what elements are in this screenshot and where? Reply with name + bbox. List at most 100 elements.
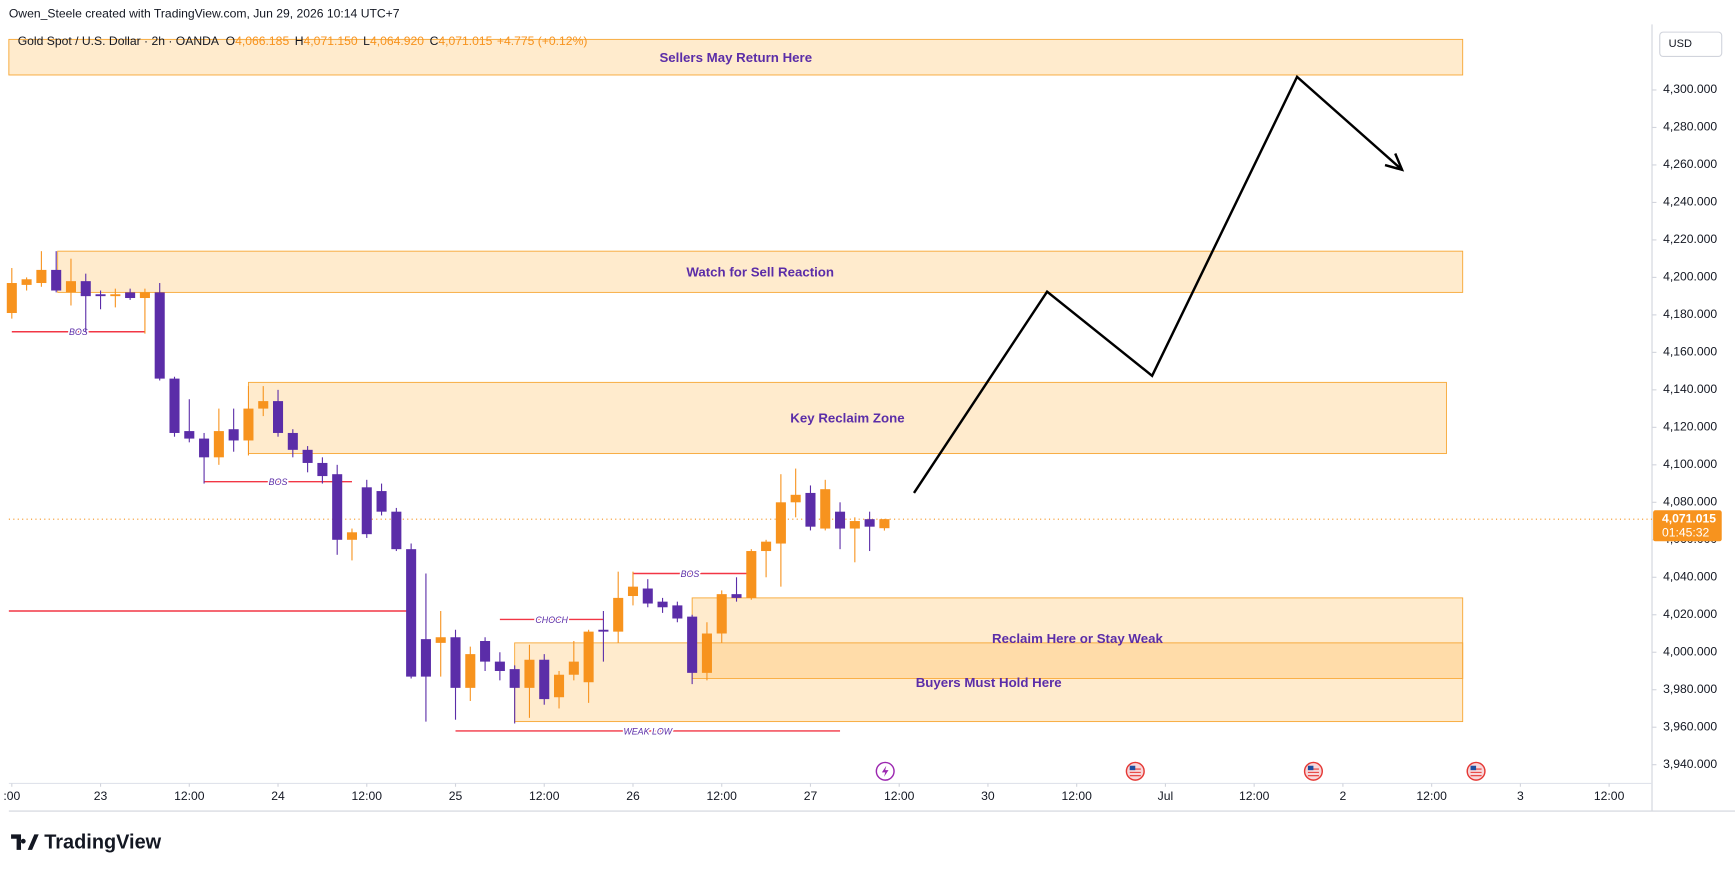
candle-body — [332, 474, 343, 540]
y-tick-label: 4,080.000 — [1663, 495, 1717, 509]
candle-body — [539, 659, 550, 700]
level-label: BOS — [681, 569, 700, 579]
currency: USD — [1669, 38, 1692, 50]
x-tick-label: 12:00 — [1594, 789, 1625, 803]
zone-label: Sellers May Return Here — [659, 50, 812, 65]
candle-body — [524, 659, 535, 688]
zone — [691, 597, 1464, 679]
y-tick-label: 3,940.000 — [1663, 757, 1717, 771]
projection-path — [912, 74, 1403, 494]
projection-arrowhead — [1384, 153, 1405, 172]
candle-body — [110, 294, 121, 297]
ohlc-key: O — [226, 34, 235, 48]
candle-body — [672, 605, 683, 619]
x-tick-label: Jul — [1158, 789, 1174, 803]
legend: Gold Spot / U.S. Dollar · 2h · OANDA O4,0… — [18, 34, 588, 48]
candle-body — [465, 654, 476, 688]
y-tick-label: 4,180.000 — [1663, 307, 1717, 321]
level-label: CHOCH — [535, 615, 568, 625]
y-tick-label: 4,120.000 — [1663, 420, 1717, 434]
x-tick-label: 24 — [271, 789, 285, 803]
candle-body — [835, 511, 846, 529]
candle-body — [849, 521, 860, 529]
x-tick-label: :00 — [3, 789, 20, 803]
level-label: BOS — [269, 477, 288, 487]
y-tick-label: 4,200.000 — [1663, 270, 1717, 284]
candle-body — [613, 597, 624, 632]
event-icon[interactable] — [1303, 761, 1323, 781]
x-tick-label: 12:00 — [1061, 789, 1092, 803]
x-tick-label: 12:00 — [174, 789, 205, 803]
candle-body — [125, 292, 136, 299]
y-tick-label: 4,100.000 — [1663, 457, 1717, 471]
x-tick-label: 26 — [626, 789, 640, 803]
ohlc-value: 4,066.185 — [235, 34, 289, 48]
x-tick-label: 27 — [804, 789, 818, 803]
x-tick-label: 30 — [981, 789, 995, 803]
ohlc-value: 4,071.015 — [438, 34, 492, 48]
candle-body — [361, 487, 372, 535]
candle-body — [509, 669, 520, 688]
last-price-box — [1653, 510, 1722, 542]
y-tick-label: 4,000.000 — [1663, 644, 1717, 658]
candle-body — [154, 292, 165, 379]
candle-body — [21, 279, 32, 285]
currency-box[interactable] — [1659, 31, 1723, 58]
event-icons — [875, 761, 1486, 781]
candle-body — [169, 378, 180, 433]
x-tick-label: 2 — [1340, 789, 1347, 803]
zone — [248, 381, 1447, 455]
candle-body — [95, 294, 106, 297]
last-price-label: 4,071.015 — [1662, 511, 1716, 525]
candle-body — [761, 541, 772, 552]
candle-body — [287, 432, 298, 450]
x-tick-label: 3 — [1517, 789, 1524, 803]
y-tick-label: 4,300.000 — [1663, 82, 1717, 96]
x-tick-label: 23 — [94, 789, 108, 803]
candle-body — [598, 629, 609, 632]
candle-body — [420, 639, 431, 677]
zone-label: Reclaim Here or Stay Weak — [992, 631, 1163, 646]
event-icon[interactable] — [875, 761, 895, 781]
candle-body — [864, 519, 875, 527]
countdown: 01:45:32 — [1662, 526, 1710, 540]
candle-body — [731, 594, 742, 598]
candle-body — [65, 281, 76, 293]
candle-body — [139, 292, 150, 299]
ohlc-key: H — [295, 34, 304, 48]
candle-body — [243, 408, 254, 441]
candle-body — [406, 549, 417, 677]
candle-body — [820, 489, 831, 529]
event-icon[interactable] — [1125, 761, 1145, 781]
candle-body — [450, 637, 461, 688]
y-tick-label: 4,220.000 — [1663, 232, 1717, 246]
candle-body — [716, 594, 727, 634]
candle-body — [273, 401, 284, 433]
ohlc-value: 4,071.150 — [304, 34, 358, 48]
x-tick-label: 25 — [449, 789, 463, 803]
zone-label: Key Reclaim Zone — [790, 411, 904, 426]
candle-body — [568, 661, 579, 675]
ohlc-key: L — [363, 34, 370, 48]
candle-body — [805, 492, 816, 527]
y-tick-label: 4,040.000 — [1663, 569, 1717, 583]
event-icon[interactable] — [1466, 761, 1486, 781]
zone — [514, 642, 1464, 723]
y-tick-label: 4,240.000 — [1663, 195, 1717, 209]
zone-label: Buyers Must Hold Here — [916, 675, 1062, 690]
y-tick-label: 3,980.000 — [1663, 682, 1717, 696]
logo: TradingView — [11, 831, 162, 853]
x-tick-label: 12:00 — [1239, 789, 1270, 803]
y-tick-label: 4,160.000 — [1663, 345, 1717, 359]
candle-body — [199, 438, 210, 458]
x-tick-label: 12:00 — [529, 789, 560, 803]
candle-body — [746, 551, 757, 598]
change: +4.775 (+0.12%) — [497, 34, 588, 48]
candle-body — [435, 637, 446, 643]
candle-body — [213, 431, 224, 458]
level-label: BOS — [69, 327, 88, 337]
y-tick-label: 4,140.000 — [1663, 382, 1717, 396]
y-tick-label: 4,280.000 — [1663, 120, 1717, 134]
y-tick-label: 3,960.000 — [1663, 719, 1717, 733]
